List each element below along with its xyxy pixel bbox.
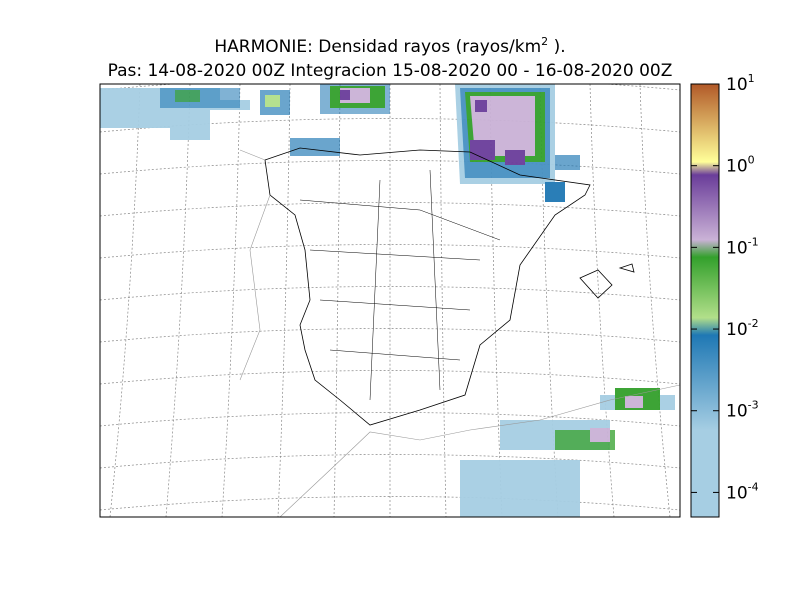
parallel [100, 496, 680, 511]
graticule [0, 84, 680, 553]
parallel [100, 539, 680, 553]
parallel [100, 202, 680, 217]
colorbar-tick-label: 10-2 [726, 317, 759, 340]
map-frame [99, 83, 681, 518]
meridian [589, 84, 615, 517]
meridian [0, 84, 40, 517]
parallel [100, 160, 680, 175]
colorbar-tick-label: 10-3 [726, 399, 759, 422]
meridian [221, 84, 241, 517]
tick-base: 10 [726, 483, 748, 503]
meridian [54, 84, 90, 517]
colorbar-tick-label: 10-4 [726, 480, 759, 503]
tick-exponent: 0 [748, 154, 755, 167]
meridian [109, 84, 141, 517]
parallel [100, 412, 680, 427]
meridian [539, 84, 559, 517]
tick-exponent: -1 [748, 235, 759, 248]
colorbar-tick-label: 10-1 [726, 235, 759, 258]
parallel [100, 370, 680, 385]
meridian [489, 84, 503, 517]
meridian [639, 84, 671, 517]
meridian [333, 84, 341, 517]
tick-exponent: 1 [748, 72, 755, 85]
tick-exponent: -2 [748, 317, 759, 330]
colorbar [690, 83, 720, 518]
meridian [439, 84, 447, 517]
tick-exponent: -4 [748, 480, 759, 493]
colorbar-tick-label: 100 [726, 154, 755, 177]
meridian [277, 84, 291, 517]
tick-base: 10 [726, 75, 748, 95]
parallel [100, 244, 680, 259]
tick-base: 10 [726, 238, 748, 258]
title: HARMONIE: Densidad rayos (rayos/km2 ). [214, 35, 565, 57]
map [0, 84, 680, 553]
meridian [165, 84, 191, 517]
parallel [100, 328, 680, 343]
colorbar-tick-label: 101 [726, 72, 755, 95]
subtitle: Pas: 14-08-2020 00Z Integracion 15-08-20… [108, 61, 673, 81]
parallel [100, 286, 680, 301]
tick-base: 10 [726, 320, 748, 340]
tick-base: 10 [726, 157, 748, 177]
coastline [264, 147, 635, 426]
outer-coast [239, 149, 680, 517]
lightning-density [100, 84, 675, 517]
parallel [100, 454, 680, 469]
tick-exponent: -3 [748, 399, 759, 412]
tick-base: 10 [726, 402, 748, 422]
